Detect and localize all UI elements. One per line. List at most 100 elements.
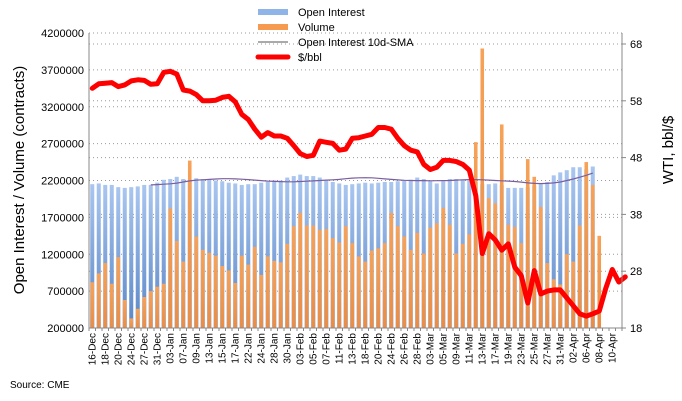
volume-bar [532, 176, 537, 328]
volume-bar [116, 257, 121, 328]
open-interest-bar [259, 182, 264, 328]
y2-tick-label: 18 [630, 323, 642, 335]
x-tick-label: 25-Mar [529, 332, 540, 364]
x-tick-label: 11-Feb [334, 333, 345, 364]
volume-bar [415, 232, 420, 328]
y-tick-label: 3700000 [41, 65, 84, 77]
open-interest-bar [226, 182, 231, 328]
open-interest-bar [129, 187, 134, 328]
x-tick-label: 28-Feb [412, 333, 423, 365]
x-tick-label: 08-Apr [594, 332, 605, 363]
x-tick-label: 24-Jan [256, 333, 267, 364]
x-tick-label: 09-Jan [191, 333, 202, 364]
volume-bar [135, 308, 140, 328]
open-interest-bars [90, 166, 595, 328]
open-interest-bar [558, 172, 563, 328]
y-tick-label: 1700000 [41, 212, 84, 224]
volume-bars [90, 48, 602, 329]
volume-bar [590, 184, 595, 328]
x-tick-label: 07-Feb [321, 333, 332, 365]
y-tick-label: 3200000 [41, 102, 84, 114]
volume-bar [96, 273, 101, 328]
volume-bar [246, 264, 251, 328]
volume-bar [428, 227, 433, 328]
y2-tick-label: 38 [630, 209, 642, 221]
x-tick-label: 16-Dec [87, 333, 98, 365]
volume-bar [551, 279, 556, 328]
open-interest-bar [571, 167, 576, 328]
volume-bar [350, 243, 355, 328]
x-tick-label: 15-Jan [217, 333, 228, 364]
volume-bar [324, 229, 329, 328]
open-interest-bar [220, 181, 225, 328]
volume-bar [506, 224, 511, 328]
open-interest-bar [545, 181, 550, 328]
y-tick-label: 4200000 [41, 28, 84, 40]
open-interest-bar [265, 181, 270, 328]
open-interest-bar [103, 184, 108, 328]
x-tick-label: 06-Apr [581, 332, 592, 363]
volume-bar [142, 297, 147, 328]
open-interest-bar [155, 182, 160, 328]
legend-label: Volume [298, 22, 335, 34]
volume-bar [174, 240, 179, 328]
x-tick-label: 10-Apr [607, 332, 618, 363]
volume-bar [213, 255, 218, 328]
volume-bar [187, 160, 192, 328]
volume-bar [194, 236, 199, 328]
x-tick-label: 20-Feb [373, 333, 384, 365]
volume-bar [369, 250, 374, 328]
y2-tick-label: 48 [630, 153, 642, 165]
volume-bar [90, 282, 95, 328]
open-interest-bar [363, 182, 368, 328]
x-tick-label: 26-Feb [399, 333, 410, 365]
legend-swatch-volume [258, 24, 288, 30]
volume-bar [389, 212, 394, 328]
volume-bar [343, 226, 348, 328]
open-interest-bar [233, 183, 238, 328]
x-tick-label: 05-Feb [308, 333, 319, 365]
x-tick-label: 19-Mar [503, 332, 514, 364]
price-line [89, 68, 628, 319]
volume-bar [558, 284, 563, 328]
y-tick-label: 2200000 [41, 176, 84, 188]
y2-tick-label: 68 [630, 39, 642, 51]
y-tick-label: 200000 [47, 323, 84, 335]
volume-bar [447, 224, 452, 328]
volume-bar [155, 286, 160, 328]
volume-bar [493, 203, 498, 328]
y-tick-label: 700000 [47, 286, 84, 298]
volume-bar [252, 246, 257, 328]
open-interest-bar [272, 180, 277, 328]
legend: Open Interest Volume Open Interest 10d-SMA… [255, 7, 414, 64]
open-interest-bar [213, 180, 218, 328]
right-axis-ticks: 18 28 38 48 58 68 [622, 39, 642, 335]
volume-bar [330, 238, 335, 328]
volume-bar [408, 249, 413, 328]
y-tick-label: 2700000 [41, 139, 84, 151]
volume-bar [337, 242, 342, 328]
x-tick-label: 17-Mar [490, 332, 501, 364]
volume-bar [564, 254, 569, 328]
x-tick-label: 27-Mar [542, 332, 553, 364]
open-interest-bar [246, 184, 251, 328]
volume-bar [168, 208, 173, 328]
volume-bar [402, 236, 407, 328]
x-tick-label: 27-Dec [139, 333, 150, 365]
volume-bar [161, 283, 166, 328]
open-interest-bar [122, 187, 127, 328]
volume-bar [220, 266, 225, 328]
volume-bar [480, 48, 485, 329]
volume-bar [239, 255, 244, 328]
volume-bar [584, 162, 589, 328]
volume-bar [122, 299, 127, 328]
volume-bar [512, 226, 517, 328]
x-tick-label: 24-Dec [126, 333, 137, 365]
volume-bar [460, 243, 465, 328]
volume-bar [207, 252, 212, 328]
volume-bar [577, 225, 582, 328]
x-tick-label: 28-Jan [269, 333, 280, 364]
open-interest-bar [90, 184, 95, 328]
volume-bar [298, 212, 303, 328]
